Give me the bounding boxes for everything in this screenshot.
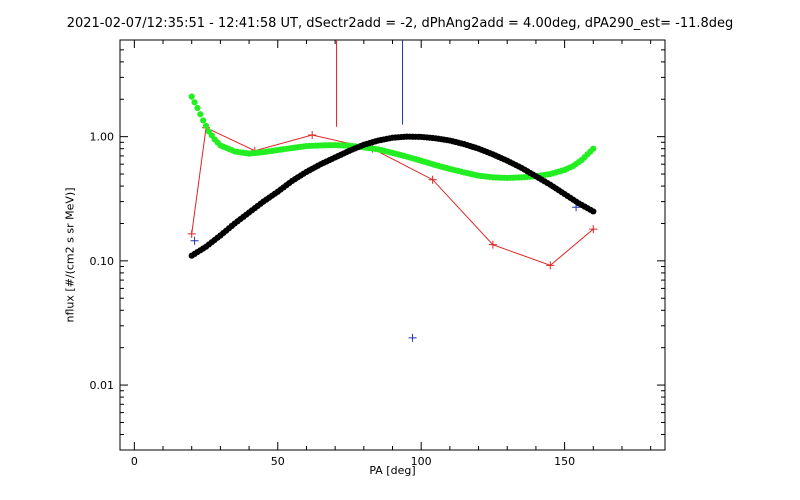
red-plus-point xyxy=(428,175,437,184)
y-axis-label: nflux [#/(cm2 s sr MeV)] xyxy=(63,187,77,323)
chart-title: 2021-02-07/12:35:51 - 12:41:58 UT, dSect… xyxy=(66,16,734,31)
blue-plus-point xyxy=(408,333,417,342)
blue-plus-point xyxy=(190,236,199,245)
x-tick-label: 50 xyxy=(271,455,285,468)
red-plus-point xyxy=(546,261,555,270)
y-tick-label: 1.00 xyxy=(90,131,115,144)
red-plus-point xyxy=(187,229,196,238)
x-tick-label: 100 xyxy=(411,455,432,468)
red-plus-point xyxy=(488,240,497,249)
green-dot-point xyxy=(197,111,204,118)
green-dot-point xyxy=(191,99,198,106)
x-axis-label: PA [deg] xyxy=(369,464,416,477)
black-dot-point xyxy=(590,208,597,215)
y-tick-label: 0.10 xyxy=(90,255,115,268)
red-series-line xyxy=(191,126,594,266)
green-dot-point xyxy=(194,104,201,112)
green-dot-point xyxy=(188,93,195,100)
plot-frame xyxy=(119,39,666,451)
x-tick-label: 0 xyxy=(131,455,138,468)
x-tick-label: 150 xyxy=(554,455,575,468)
red-plus-point xyxy=(308,131,317,140)
green-dot-point xyxy=(202,122,210,130)
green-dot-point xyxy=(590,145,597,152)
red-plus-point xyxy=(589,225,598,234)
green-dot-point xyxy=(200,117,207,124)
y-tick-label: 0.01 xyxy=(90,379,115,392)
